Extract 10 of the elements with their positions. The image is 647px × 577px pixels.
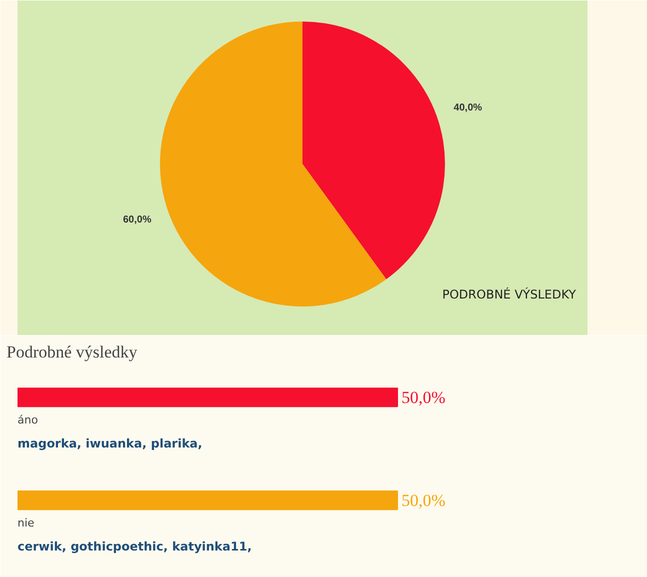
data-label: 50,0%	[402, 388, 446, 407]
data-label: 50,0%	[402, 490, 446, 510]
category-label: áno	[18, 414, 38, 427]
annotation: magorka, iwuanka, plarika,	[18, 436, 202, 451]
data-label: 40,0%	[454, 102, 482, 114]
text: PODROBNÉ VÝSLEDKY	[442, 286, 577, 302]
chart-title: Podrobné výsledky	[6, 342, 138, 362]
category-label: nie	[18, 516, 34, 530]
annotation: cerwik, gothicpoethic, katyinka11,	[18, 540, 252, 554]
data-label: 60,0%	[122, 214, 152, 226]
